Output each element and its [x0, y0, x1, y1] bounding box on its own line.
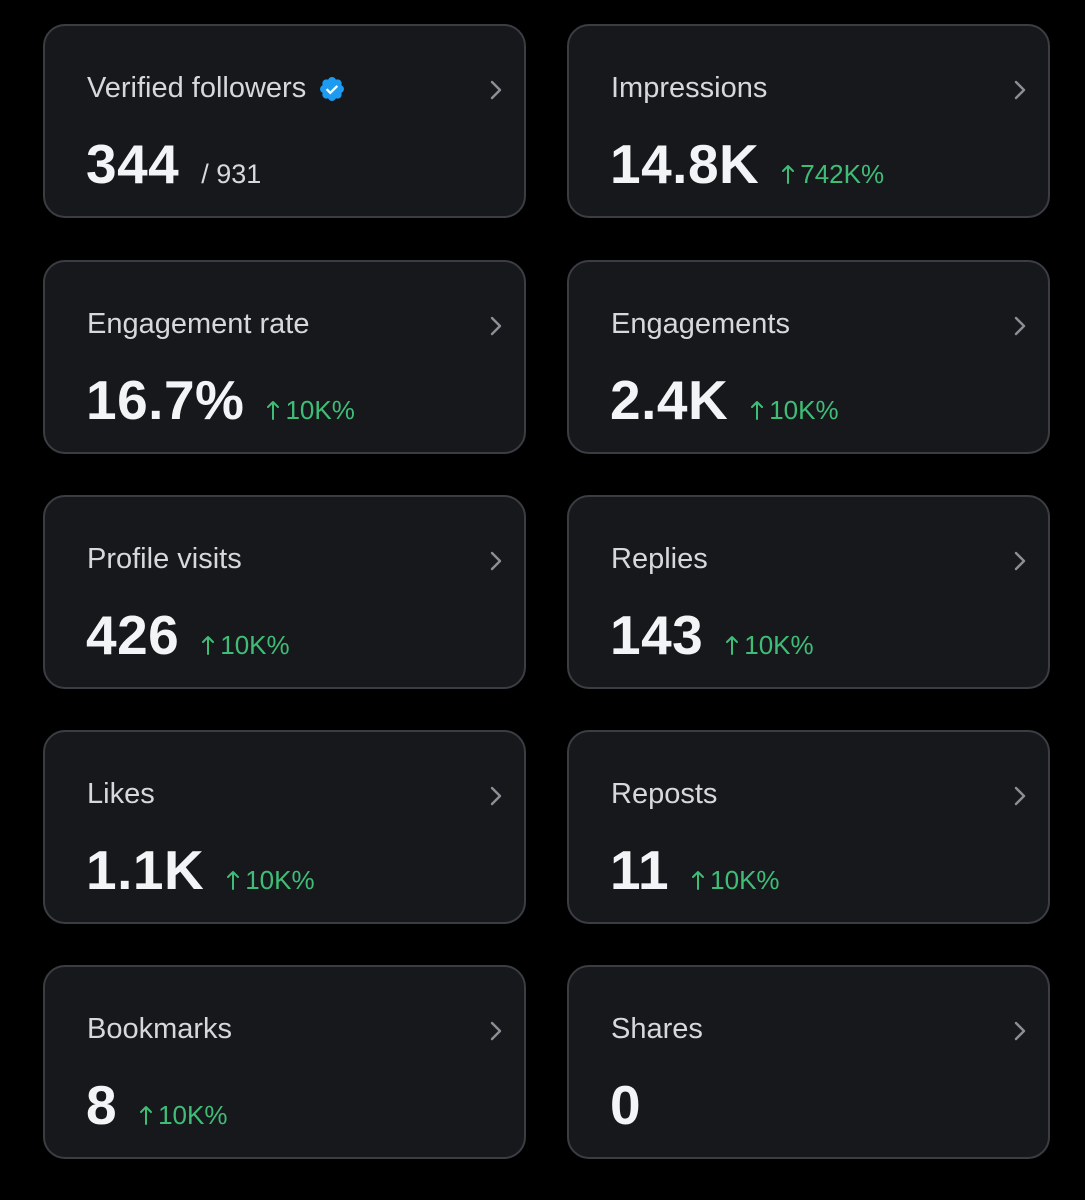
- card-likes[interactable]: Likes 1.1K 10K%: [43, 730, 526, 924]
- arrow-up-icon: [227, 871, 240, 890]
- arrow-up-icon: [751, 401, 764, 420]
- verified-badge-icon: [320, 76, 345, 101]
- metric-value: 143: [610, 604, 704, 666]
- chevron-right-icon[interactable]: [486, 1017, 506, 1045]
- likes-label: Likes: [87, 778, 155, 810]
- shares-label: Shares: [611, 1013, 703, 1045]
- chevron-right-icon[interactable]: [486, 312, 506, 340]
- chevron-right-icon[interactable]: [1010, 312, 1030, 340]
- metric-value: 1.1K: [86, 839, 205, 901]
- value-row: 426 10K%: [86, 603, 290, 667]
- metric-change: 10K%: [691, 865, 780, 896]
- arrow-up-icon: [726, 636, 739, 655]
- bookmarks-label: Bookmarks: [87, 1013, 233, 1045]
- verified-followers-label: Verified followers: [87, 72, 307, 104]
- card-label: Verified followers: [87, 72, 346, 105]
- metric-change: 10K%: [226, 865, 315, 896]
- chevron-right-icon[interactable]: [1010, 1017, 1030, 1045]
- card-reposts[interactable]: Reposts 11 10K%: [567, 730, 1050, 924]
- card-label: Reposts: [611, 778, 717, 811]
- card-label: Engagements: [611, 308, 790, 341]
- change-percent: 10K%: [285, 395, 355, 425]
- metric-value: 8: [86, 1074, 118, 1136]
- metric-change: 10K%: [750, 395, 839, 426]
- value-row: 2.4K 10K%: [610, 368, 839, 432]
- card-engagement-rate[interactable]: Engagement rate 16.7% 10K%: [43, 260, 526, 454]
- metric-change: 10K%: [201, 630, 290, 661]
- metric-value: 14.8K: [610, 133, 760, 195]
- chevron-right-icon[interactable]: [1010, 782, 1030, 810]
- card-bookmarks[interactable]: Bookmarks 8 10K%: [43, 965, 526, 1159]
- impressions-label: Impressions: [611, 72, 768, 104]
- metric-total: / 931: [201, 159, 262, 189]
- card-label: Profile visits: [87, 543, 242, 576]
- card-label: Replies: [611, 543, 708, 576]
- card-profile-visits[interactable]: Profile visits 426 10K%: [43, 495, 526, 689]
- arrow-up-icon: [782, 165, 795, 184]
- chevron-right-icon[interactable]: [486, 76, 506, 104]
- card-impressions[interactable]: Impressions 14.8K 742K%: [567, 24, 1050, 218]
- metric-change: 742K%: [781, 159, 884, 190]
- change-percent: 10K%: [220, 630, 290, 660]
- metric-value: 0: [610, 1074, 642, 1136]
- arrow-up-icon: [140, 1106, 153, 1125]
- chevron-right-icon[interactable]: [1010, 547, 1030, 575]
- metric-value: 344: [86, 133, 180, 195]
- reposts-label: Reposts: [611, 778, 718, 810]
- change-percent: 10K%: [158, 1100, 228, 1130]
- metric-value: 11: [610, 839, 670, 901]
- card-label: Engagement rate: [87, 308, 309, 341]
- chevron-right-icon[interactable]: [1010, 76, 1030, 104]
- value-row: 344 / 931: [86, 132, 261, 196]
- arrow-up-icon: [692, 871, 705, 890]
- card-label: Shares: [611, 1013, 703, 1046]
- metric-value: 2.4K: [610, 369, 729, 431]
- value-row: 14.8K 742K%: [610, 132, 884, 196]
- card-label: Bookmarks: [87, 1013, 232, 1046]
- card-label: Likes: [87, 778, 155, 811]
- card-replies[interactable]: Replies 143 10K%: [567, 495, 1050, 689]
- profile-visits-label: Profile visits: [87, 543, 242, 575]
- metric-change: 10K%: [139, 1100, 227, 1131]
- metric-change: 10K%: [266, 395, 355, 426]
- value-row: 16.7% 10K%: [86, 368, 355, 432]
- value-row: 11 10K%: [610, 838, 780, 902]
- engagement-rate-label: Engagement rate: [87, 308, 310, 340]
- change-percent: 10K%: [744, 630, 814, 660]
- value-row: 8 10K%: [86, 1073, 227, 1137]
- change-percent: 10K%: [769, 395, 839, 425]
- arrow-up-icon: [267, 401, 280, 420]
- change-percent: 10K%: [710, 865, 780, 895]
- card-shares[interactable]: Shares 0: [567, 965, 1050, 1159]
- chevron-right-icon[interactable]: [486, 782, 506, 810]
- metric-change: 10K%: [725, 630, 814, 661]
- card-label: Impressions: [611, 72, 767, 105]
- metric-value: 426: [86, 604, 180, 666]
- value-row: 0: [610, 1073, 641, 1137]
- metric-value: 16.7%: [86, 369, 245, 431]
- engagements-label: Engagements: [611, 308, 790, 340]
- value-row: 1.1K 10K%: [86, 838, 315, 902]
- value-row: 143 10K%: [610, 603, 814, 667]
- card-engagements[interactable]: Engagements 2.4K 10K%: [567, 260, 1050, 454]
- replies-label: Replies: [611, 543, 708, 575]
- change-percent: 742K%: [800, 159, 885, 189]
- arrow-up-icon: [202, 636, 215, 655]
- card-verified-followers[interactable]: Verified followers 344 / 931: [43, 24, 526, 218]
- change-percent: 10K%: [245, 865, 315, 895]
- chevron-right-icon[interactable]: [486, 547, 506, 575]
